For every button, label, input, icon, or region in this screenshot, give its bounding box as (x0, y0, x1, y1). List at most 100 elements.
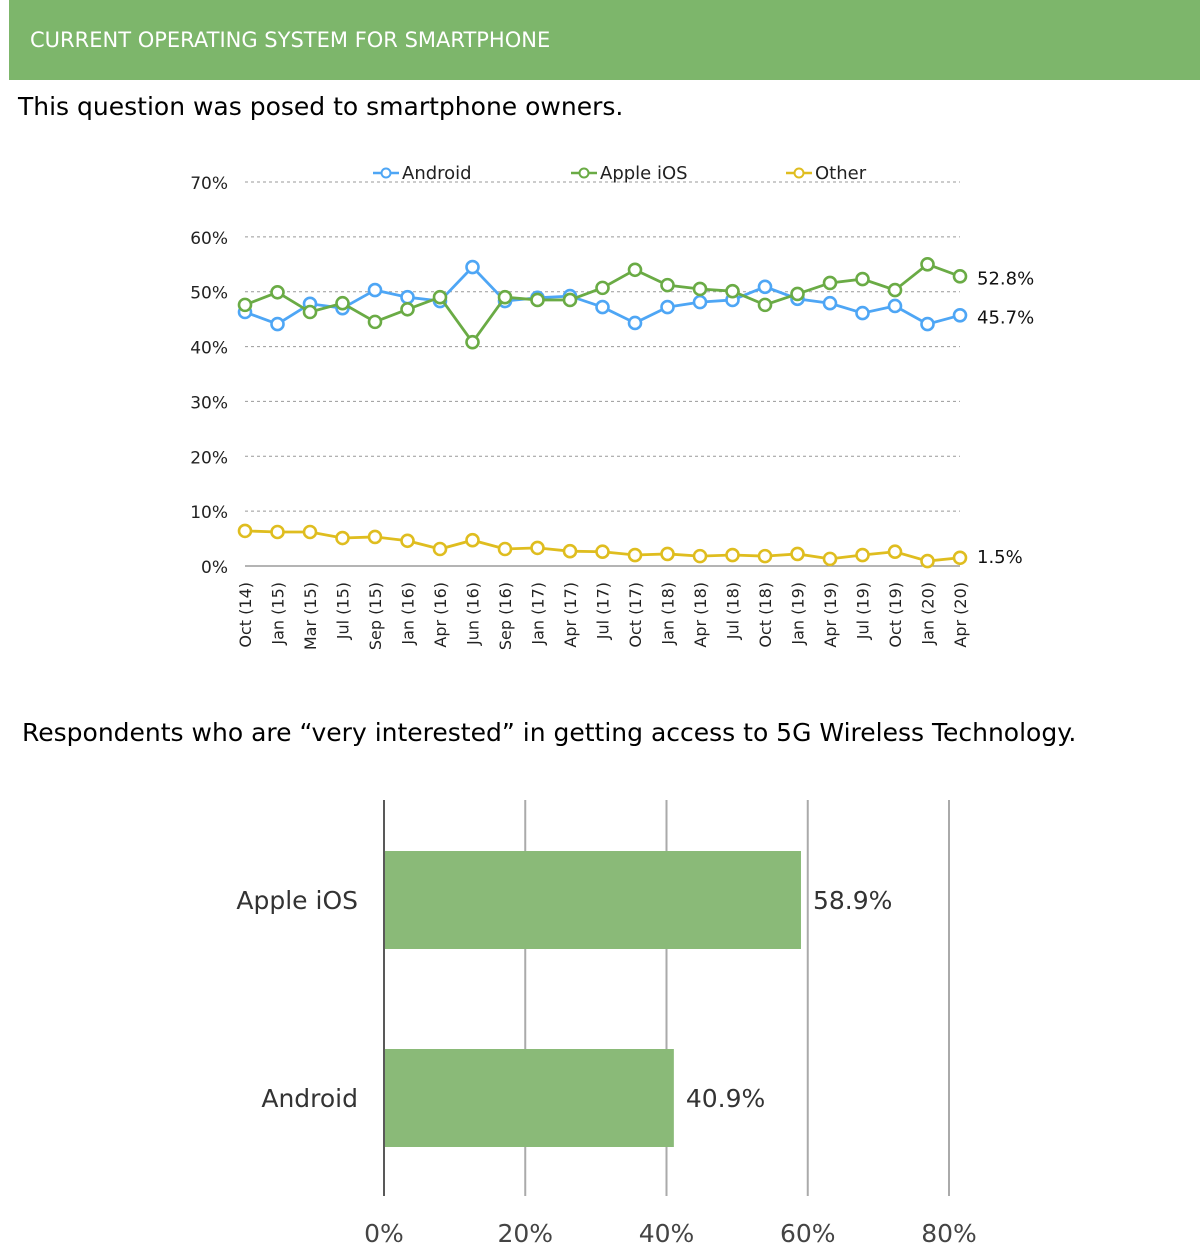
data-point (822, 295, 838, 311)
x-tick-label: Jan (20) (919, 582, 938, 646)
y-tick-label: 50% (190, 284, 228, 304)
y-tick-label: 60% (190, 229, 228, 249)
data-point (725, 283, 740, 299)
header-title: CURRENT OPERATING SYSTEM FOR SMARTPHONE (30, 28, 551, 52)
x-tick-label: 0% (364, 1219, 404, 1248)
x-tick-label: Oct (14) (236, 582, 255, 648)
x-tick-label: Sep (15) (366, 582, 385, 650)
data-point (400, 301, 415, 317)
bar-value-label: 58.9% (813, 886, 892, 915)
y-tick-label: 10% (190, 503, 228, 523)
series-line-android (244, 265, 961, 326)
page-header: CURRENT OPERATING SYSTEM FOR SMARTPHONE (9, 0, 1200, 80)
x-tick-label: Jul (19) (854, 582, 873, 640)
x-tick-label: 20% (497, 1219, 553, 1248)
data-point (432, 541, 448, 557)
legend-label: Android (402, 163, 472, 184)
y-tick-label: 70% (190, 174, 228, 194)
data-point (920, 256, 935, 272)
data-point (790, 546, 805, 562)
data-point (725, 547, 740, 563)
data-point (497, 289, 513, 305)
data-point (887, 298, 903, 314)
end-value-label: 1.5% (977, 547, 1023, 568)
data-point (822, 551, 838, 567)
x-tick-label: Jan (17) (529, 582, 548, 646)
x-tick-label: Apr (19) (821, 582, 840, 648)
data-point (335, 530, 350, 546)
data-point (692, 294, 708, 310)
legend-label: Other (815, 163, 867, 184)
x-tick-label: 60% (780, 1219, 836, 1248)
x-tick-label: Oct (17) (626, 582, 645, 648)
data-point (270, 284, 285, 300)
data-point (335, 295, 350, 311)
data-point (660, 277, 675, 293)
data-point (465, 259, 480, 275)
x-tick-label: Jun (16) (464, 582, 483, 646)
data-point (400, 533, 415, 549)
data-point (757, 548, 773, 564)
data-point (952, 269, 968, 284)
data-point (595, 544, 610, 560)
x-tick-label: Oct (19) (886, 582, 905, 648)
end-value-label: 52.8% (977, 268, 1034, 289)
data-point (952, 308, 968, 323)
data-point (237, 297, 253, 313)
end-value-label: 45.7% (977, 307, 1034, 328)
data-point (302, 524, 318, 540)
x-tick-label: 40% (639, 1219, 695, 1248)
data-point (660, 546, 675, 562)
data-point (855, 305, 870, 321)
data-point (757, 297, 773, 313)
category-label: Android (261, 1084, 358, 1113)
data-point (432, 289, 448, 305)
data-point (887, 282, 903, 298)
data-point (757, 279, 773, 295)
data-point (367, 282, 383, 298)
legend-marker (380, 167, 392, 179)
data-point (952, 550, 968, 566)
x-tick-label: Jan (15) (269, 582, 288, 646)
legend-marker (793, 167, 805, 179)
data-point (692, 548, 708, 564)
y-tick-label: 0% (201, 558, 228, 578)
x-tick-label: Jan (19) (789, 582, 808, 646)
data-point (627, 315, 643, 331)
data-point (270, 524, 285, 540)
y-tick-label: 30% (190, 393, 228, 413)
data-point (400, 289, 415, 305)
data-point (627, 547, 643, 563)
x-tick-label: Apr (16) (431, 582, 450, 648)
data-point (595, 299, 610, 315)
data-point (367, 529, 383, 545)
data-point (855, 547, 870, 563)
x-tick-label: Apr (20) (951, 582, 970, 648)
category-label: Apple iOS (236, 886, 358, 915)
x-tick-label: 80% (921, 1219, 977, 1248)
x-tick-label: Jul (15) (334, 582, 353, 640)
data-point (855, 271, 870, 287)
data-point (627, 262, 643, 278)
data-point (920, 553, 935, 569)
y-tick-label: 40% (190, 339, 228, 359)
data-point (887, 544, 903, 560)
data-point (465, 532, 480, 548)
data-point (920, 316, 935, 332)
x-tick-label: Mar (15) (301, 582, 320, 650)
legend-label: Apple iOS (600, 163, 688, 184)
data-point (660, 299, 675, 315)
bar-value-label: 40.9% (686, 1084, 765, 1113)
legend-marker (578, 167, 590, 179)
data-point (270, 316, 285, 332)
data-point (822, 275, 838, 291)
data-point (530, 292, 545, 308)
data-point (465, 334, 480, 350)
x-tick-label: Jan (18) (659, 582, 678, 646)
bar-apple-ios (385, 851, 801, 949)
data-point (562, 292, 578, 308)
y-tick-label: 20% (190, 448, 228, 468)
data-point (497, 541, 513, 557)
data-point (790, 286, 805, 302)
data-point (302, 304, 318, 320)
